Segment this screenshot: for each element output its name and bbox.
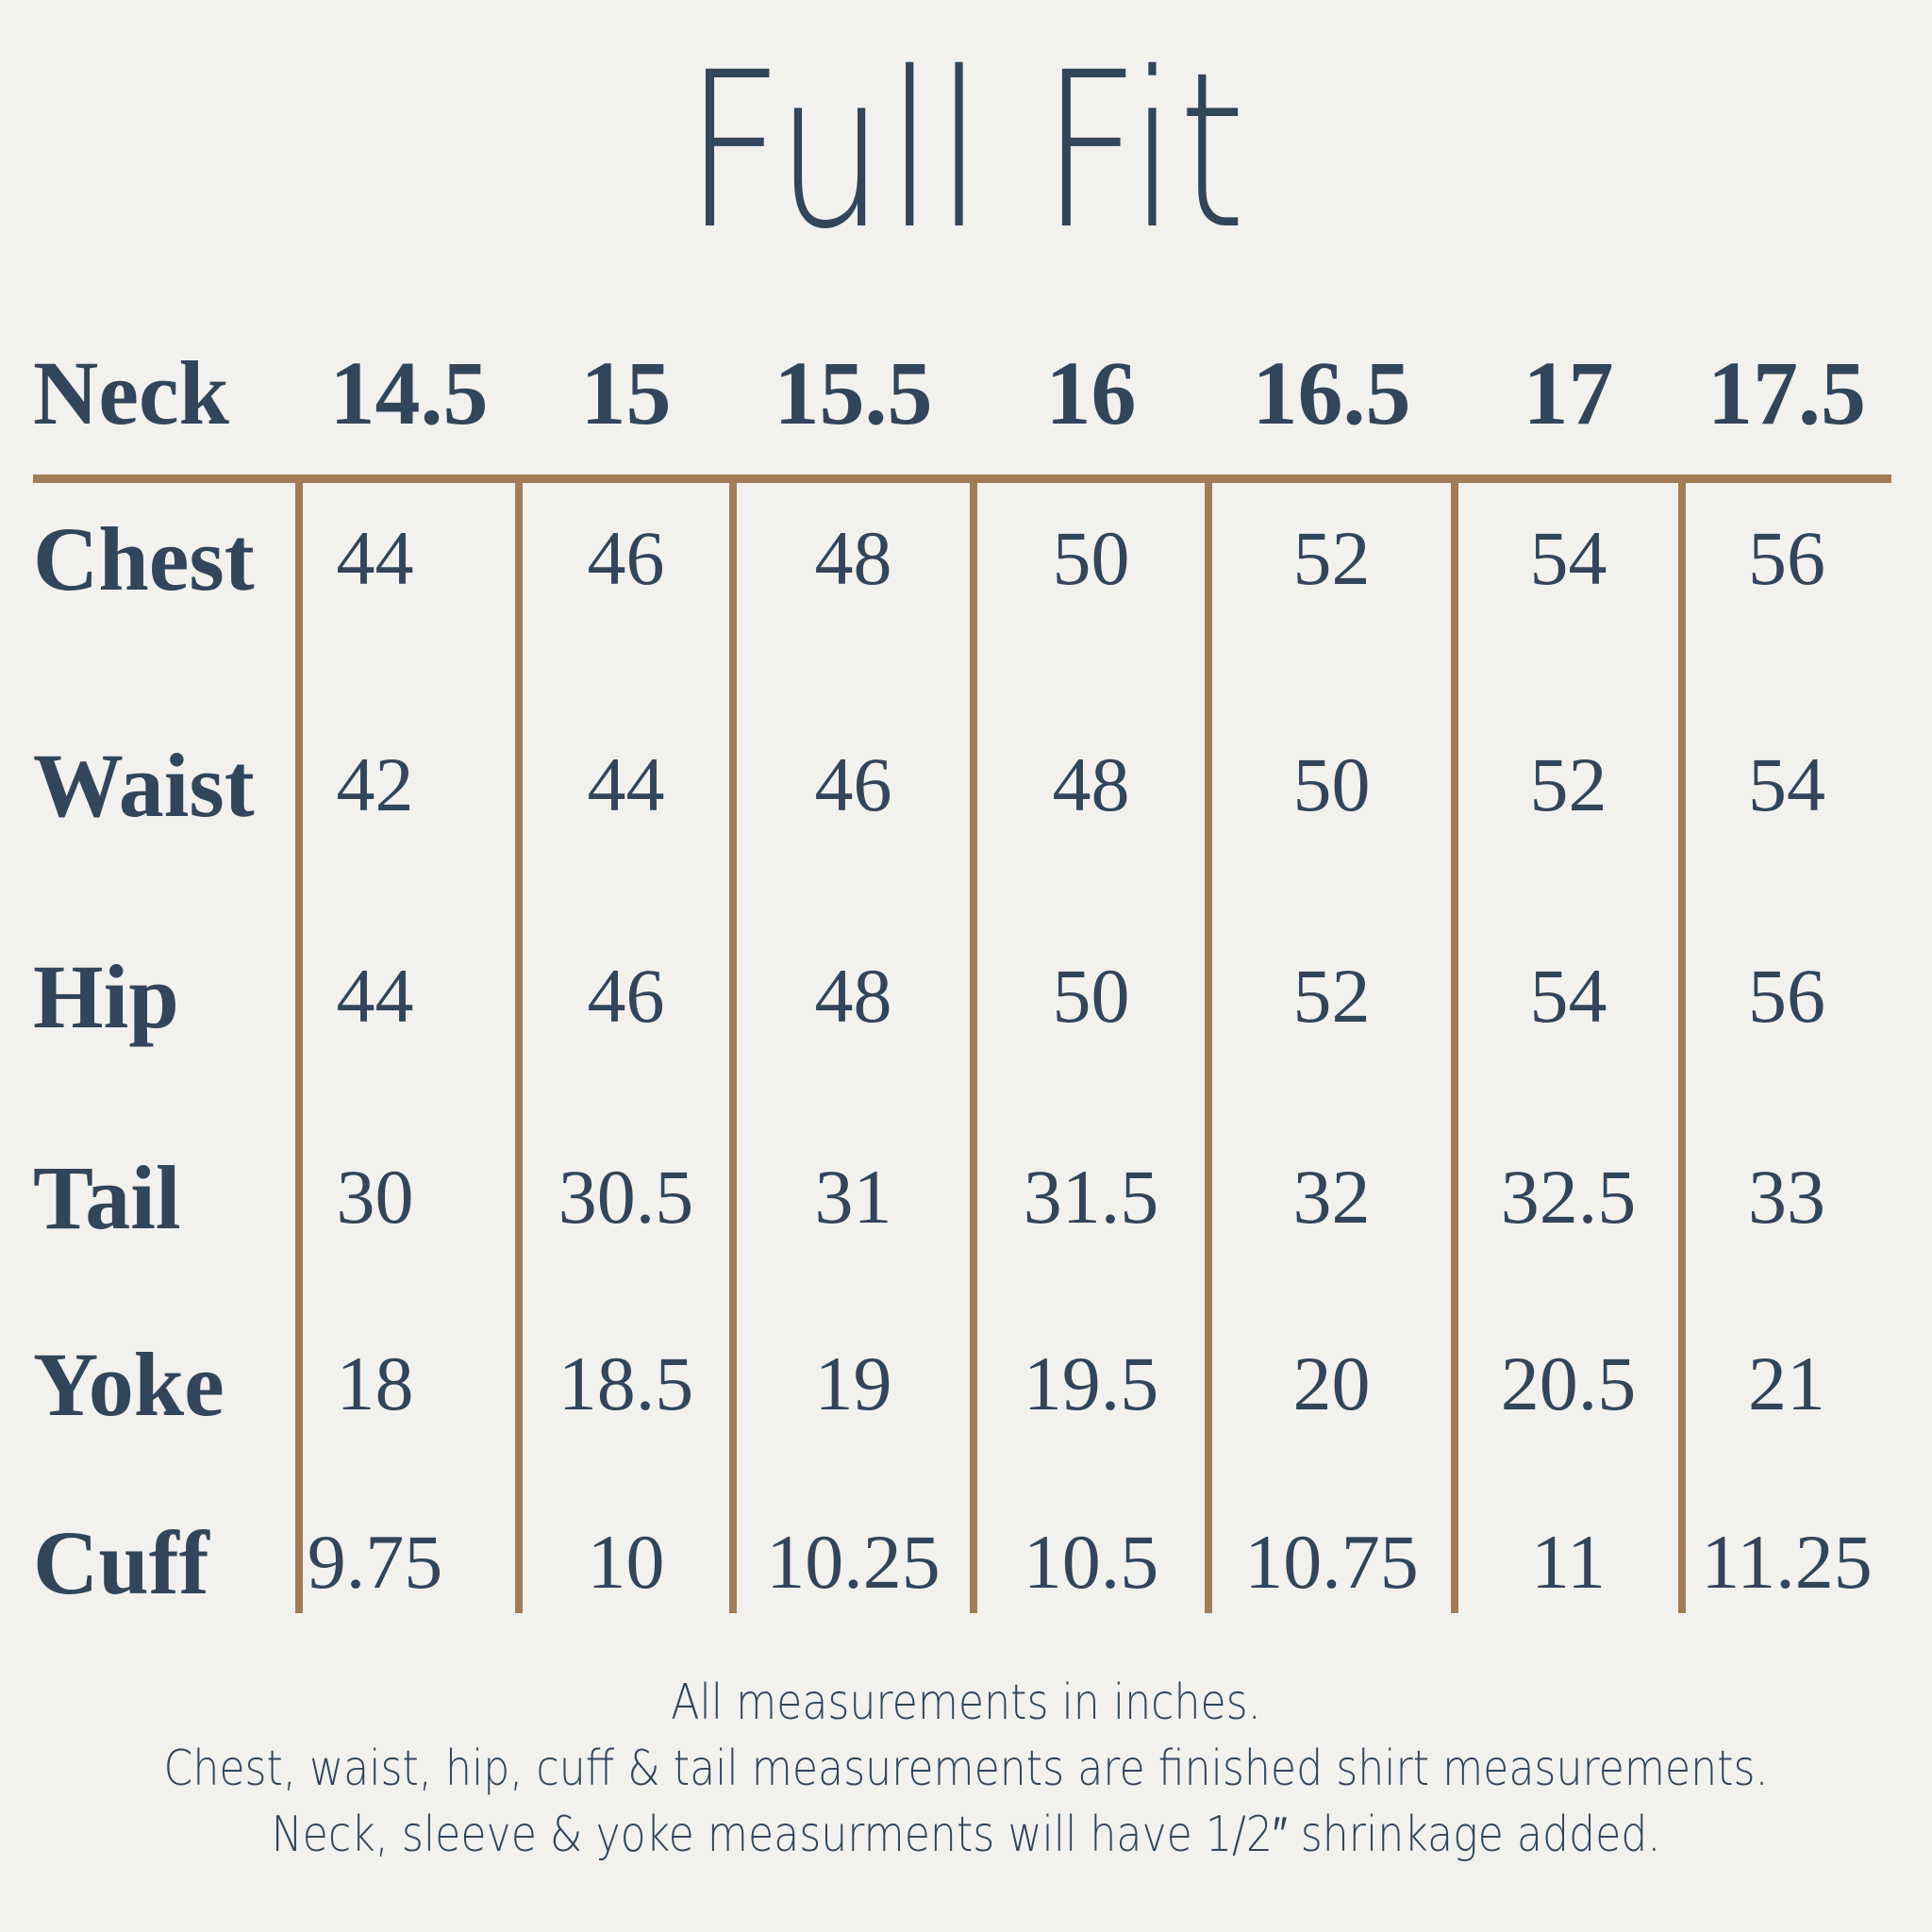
size-value-cell: 9.75 [307, 1519, 443, 1605]
size-value-cell: 46 [814, 741, 892, 827]
size-value-cell: 31 [814, 1154, 892, 1240]
size-value-cell: 20 [1292, 1341, 1371, 1426]
size-value-cell: 10.75 [1244, 1519, 1419, 1605]
header-size-cell: 15.5 [774, 341, 933, 443]
size-value-cell: 18.5 [558, 1341, 694, 1426]
size-value-cell: 44 [336, 515, 414, 601]
footer-line: All measurements in inches. [671, 1674, 1261, 1731]
size-value-cell: 32.5 [1500, 1154, 1637, 1240]
header-size-cell: 16 [1045, 341, 1137, 443]
size-value-cell: 54 [1748, 741, 1825, 827]
header-size-cell: 17 [1523, 341, 1614, 443]
size-value-cell: 42 [336, 741, 414, 827]
size-value-cell: 44 [587, 741, 665, 827]
size-value-cell: 33 [1748, 1154, 1825, 1240]
table-row: Hip 44 46 48 50 52 54 56 [33, 930, 1891, 1062]
row-label: Yoke [33, 1333, 225, 1435]
size-value-cell: 54 [1529, 515, 1607, 601]
size-value-cell: 56 [1748, 515, 1825, 601]
size-value-cell: 19.5 [1023, 1341, 1159, 1426]
header-label: Neck [33, 341, 229, 443]
page-title: Full Fit [684, 25, 1248, 276]
size-value-cell: 31.5 [1023, 1154, 1159, 1240]
column-divider [1678, 483, 1686, 1613]
column-divider [295, 483, 303, 1613]
footer-line: Chest, waist, hip, cuff & tail measureme… [163, 1740, 1769, 1797]
size-value-cell: 46 [587, 953, 665, 1039]
size-value-cell: 10 [587, 1519, 665, 1605]
size-value-cell: 21 [1748, 1341, 1825, 1426]
table-row: Chest 44 46 48 50 52 54 56 [33, 492, 1891, 625]
size-value-cell: 56 [1748, 953, 1825, 1039]
size-value-cell: 44 [336, 953, 414, 1039]
size-value-cell: 48 [814, 515, 892, 601]
footer-line: Neck, sleeve & yoke measurments will hav… [271, 1807, 1661, 1863]
header-size-cell: 15 [580, 341, 672, 443]
row-label: Tail [33, 1146, 181, 1248]
column-divider [1205, 483, 1212, 1613]
size-value-cell: 50 [1292, 741, 1371, 827]
size-value-cell: 30 [336, 1154, 414, 1240]
size-header-row: Neck 14.5 15 15.5 16 16.5 17 17.5 [33, 326, 1891, 458]
table-row: Waist 42 44 46 48 50 52 54 [33, 719, 1891, 851]
size-value-cell: 30.5 [558, 1154, 694, 1240]
size-value-cell: 11 [1531, 1519, 1606, 1605]
size-value-cell: 32 [1292, 1154, 1371, 1240]
table-row: Tail 30 30.5 31 31.5 32 32.5 33 [33, 1131, 1891, 1263]
size-value-cell: 52 [1292, 515, 1371, 601]
footer-notes: All measurements in inches. Chest, waist,… [145, 1670, 1788, 1868]
size-value-cell: 10.25 [766, 1519, 941, 1605]
row-label: Chest [33, 508, 255, 609]
header-size-cell: 14.5 [329, 341, 489, 443]
row-label: Cuff [33, 1511, 209, 1613]
size-value-cell: 11.25 [1701, 1519, 1873, 1605]
column-divider [515, 483, 523, 1613]
header-size-cell: 17.5 [1707, 341, 1866, 443]
size-value-cell: 52 [1292, 953, 1371, 1039]
column-divider [729, 483, 737, 1613]
size-value-cell: 19 [814, 1341, 892, 1426]
header-rule [33, 475, 1891, 483]
header-size-cell: 16.5 [1252, 341, 1411, 443]
size-value-cell: 10.5 [1023, 1519, 1159, 1605]
size-value-cell: 46 [587, 515, 665, 601]
size-value-cell: 48 [1052, 741, 1130, 827]
size-value-cell: 20.5 [1500, 1341, 1637, 1426]
size-value-cell: 50 [1052, 953, 1130, 1039]
row-label: Hip [33, 945, 179, 1047]
table-row: Yoke 18 18.5 19 19.5 20 20.5 21 [33, 1318, 1891, 1450]
size-value-cell: 48 [814, 953, 892, 1039]
size-value-cell: 52 [1529, 741, 1607, 827]
column-divider [970, 483, 977, 1613]
row-label: Waist [33, 734, 255, 836]
size-value-cell: 50 [1052, 515, 1130, 601]
size-value-cell: 54 [1529, 953, 1607, 1039]
size-value-cell: 18 [336, 1341, 414, 1426]
column-divider [1451, 483, 1458, 1613]
table-row: Cuff 9.75 10 10.25 10.5 10.75 11 11.25 [33, 1496, 1891, 1628]
